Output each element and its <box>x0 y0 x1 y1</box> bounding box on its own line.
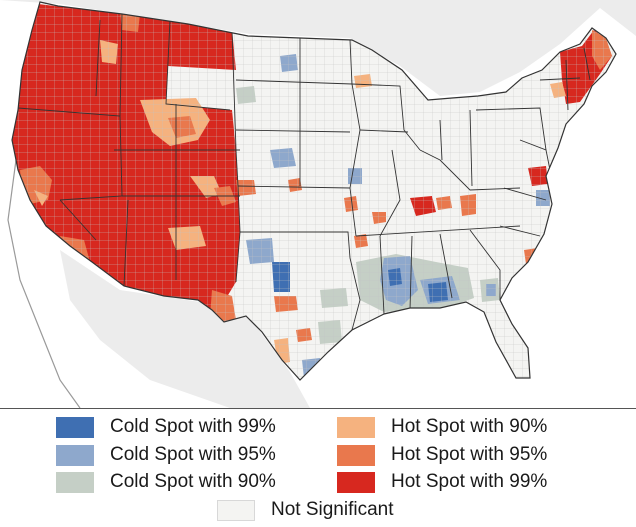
legend-label: Hot Spot with 99% <box>391 471 548 492</box>
legend-item-cold-90: Cold Spot with 90% <box>56 470 276 494</box>
legend-label: Cold Spot with 90% <box>110 471 276 492</box>
legend-label: Not Significant <box>271 499 394 520</box>
legend: Cold Spot with 99% Cold Spot with 95% Co… <box>0 408 636 527</box>
legend-item-cold-95: Cold Spot with 95% <box>56 443 276 467</box>
mexico-land <box>60 250 310 408</box>
legend-swatch <box>56 444 94 466</box>
legend-swatch <box>337 444 375 466</box>
county-borders <box>12 2 616 380</box>
legend-label: Hot Spot with 90% <box>391 416 548 437</box>
legend-item-cold-99: Cold Spot with 99% <box>56 415 276 439</box>
legend-label: Cold Spot with 95% <box>110 444 276 465</box>
legend-swatch <box>337 416 375 438</box>
hotspot-nj-90 <box>578 110 592 124</box>
legend-swatch <box>56 471 94 493</box>
state-borders <box>17 13 591 331</box>
legend-item-not-significant: Not Significant <box>217 498 394 522</box>
legend-label: Hot Spot with 95% <box>391 444 548 465</box>
legend-item-hot-95: Hot Spot with 95% <box>337 443 547 467</box>
map-svg <box>0 0 636 408</box>
legend-label: Cold Spot with 99% <box>110 416 276 437</box>
legend-item-hot-90: Hot Spot with 90% <box>337 415 547 439</box>
legend-swatch <box>337 471 375 493</box>
canada-land <box>0 0 636 96</box>
us-county-hotspot-map <box>0 0 636 408</box>
legend-item-hot-99: Hot Spot with 99% <box>337 470 547 494</box>
legend-swatch <box>56 416 94 438</box>
us-outline <box>11 1 617 381</box>
coastline <box>7 159 81 408</box>
legend-swatch <box>217 499 255 521</box>
